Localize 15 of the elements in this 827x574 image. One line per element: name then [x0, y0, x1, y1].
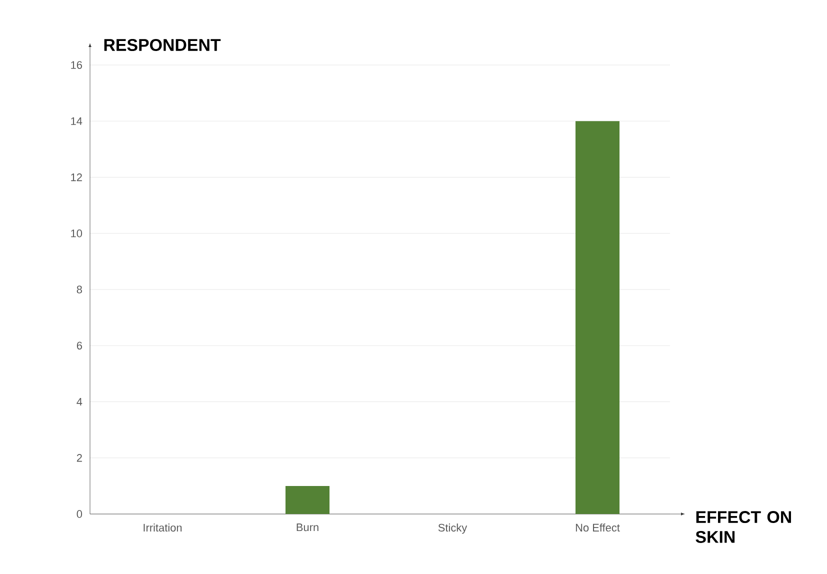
y-tick-label: 12 — [71, 173, 82, 182]
y-tick-label: 4 — [76, 398, 82, 406]
x-tick-label: Irritation — [144, 524, 182, 532]
y-axis-title: RESPONDENT — [104, 38, 221, 51]
x-tick-label: No Effect — [576, 524, 620, 532]
y-tick-label: 8 — [76, 286, 82, 294]
y-tick-label: 2 — [76, 454, 82, 462]
y-tick-label: 10 — [71, 230, 82, 238]
x-axis-title: EFFECT ON SKIN — [696, 511, 791, 543]
y-tick-label: 0 — [76, 510, 82, 518]
x-tick-label: Burn — [296, 524, 318, 532]
y-tick-label: 16 — [71, 61, 82, 69]
y-tick-label: 6 — [76, 342, 82, 350]
x-tick-label: Sticky — [438, 524, 468, 534]
y-tick-label: 14 — [71, 117, 82, 125]
